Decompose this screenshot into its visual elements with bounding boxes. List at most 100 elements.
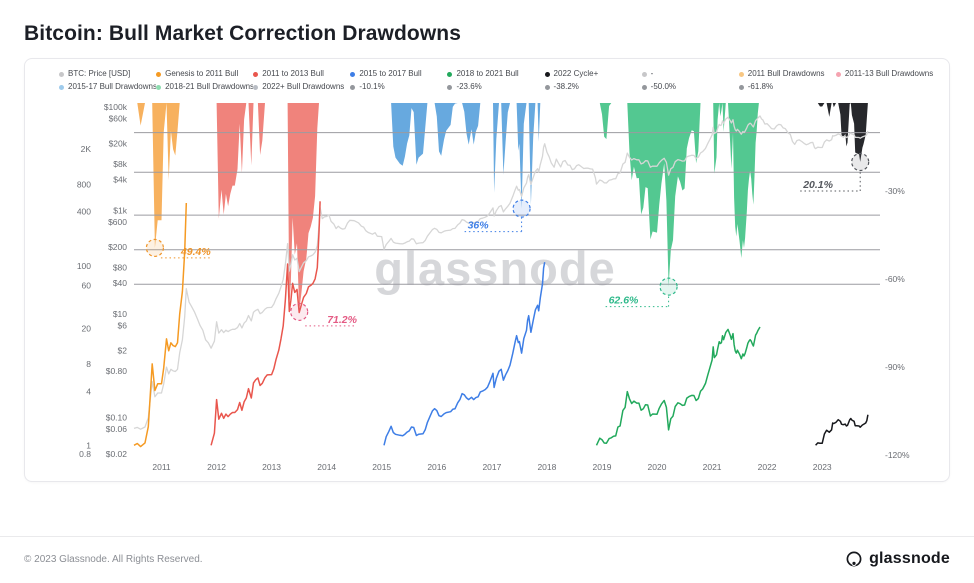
roi-axis-tick: 20 <box>82 324 92 334</box>
legend-item-btc-price-usd[interactable]: BTC: Price [USD] <box>59 69 156 79</box>
drawdown-axis-tick: -120% <box>885 450 910 460</box>
x-axis-tick: 2018 <box>537 462 556 472</box>
chart-canvas[interactable]: glassnode 49.4% 71.2% 36% 62.6% 20.1% 2K 800 400… <box>35 97 937 477</box>
legend-dot-2018-to-2021-bull <box>447 71 453 77</box>
cycle-line-2022-plus <box>815 414 869 446</box>
max-drawdown-marker-2022-plus <box>851 152 870 172</box>
drawdown-area-2018-2021 <box>596 103 760 287</box>
price-axis-tick: $80 <box>113 262 127 272</box>
max-drawdown-label-genesis-2011: 49.4% <box>180 246 211 258</box>
price-axis-tick: $1k <box>113 206 127 216</box>
legend-label-dash: - <box>650 69 654 78</box>
x-axis-tick: 2011 <box>152 462 171 472</box>
legend-label-2015-to-2017-bull: 2015 to 2017 Bull <box>359 69 422 78</box>
page-title: Bitcoin: Bull Market Correction Drawdown… <box>24 22 461 45</box>
x-axis-tick: 2020 <box>648 462 667 472</box>
legend-dot-dash <box>641 71 647 77</box>
legend-label-2011-to-2013-bull: 2011 to 2013 Bull <box>262 69 324 78</box>
legend-dot-23-6 <box>447 84 453 90</box>
x-axis-tick: 2014 <box>317 462 336 472</box>
roi-axis-tick: 8 <box>86 359 91 369</box>
price-axis-tick: $0.10 <box>106 413 128 423</box>
page: Bitcoin: Bull Market Correction Drawdown… <box>0 22 974 482</box>
legend-dot-2011-to-2013-bull <box>253 71 259 77</box>
max-drawdown-marker-2011-2013 <box>290 302 309 321</box>
legend-dot-2011-bull-drawdowns <box>738 71 744 77</box>
legend-dot-38-2 <box>544 84 550 90</box>
price-axis-tick: $2 <box>118 345 128 355</box>
legend-item-23-6[interactable]: -23.6% <box>447 82 544 92</box>
glassnode-logo-icon <box>846 551 862 567</box>
legend-label-2011-13-bull-drawdowns: 2011-13 Bull Drawdowns <box>844 69 933 78</box>
legend-item-2011-13-bull-drawdowns[interactable]: 2011-13 Bull Drawdowns <box>835 69 933 79</box>
legend-dot-2022-cycle <box>544 71 550 77</box>
legend-label-2022-cycle: 2022 Cycle+ <box>553 69 599 78</box>
legend-label-23-6: -23.6% <box>456 82 482 91</box>
x-axis-tick: 2017 <box>482 462 501 472</box>
legend-label-2018-21-bull-drawdowns: 2018-21 Bull Drawdowns <box>165 82 254 91</box>
drawdown-area-genesis-2011 <box>134 103 187 248</box>
legend-label-genesis-to-2011-bull: Genesis to 2011 Bull <box>165 69 239 78</box>
max-drawdown-marker-2015-2017 <box>512 199 531 218</box>
price-axis-tick: $4k <box>113 175 127 185</box>
legend-item-2011-bull-drawdowns[interactable]: 2011 Bull Drawdowns <box>738 69 836 79</box>
price-axis-tick: $20k <box>109 138 128 148</box>
legend-item-2022-bull-drawdowns[interactable]: 2022+ Bull Drawdowns <box>253 82 350 92</box>
legend-label-2018-to-2021-bull: 2018 to 2021 Bull <box>456 69 519 78</box>
legend-dot-2018-21-bull-drawdowns <box>156 84 162 90</box>
legend-item-2015-17-bull-drawdowns[interactable]: 2015-17 Bull Drawdowns <box>59 82 156 92</box>
btc-price-line <box>133 115 869 430</box>
legend-dot-genesis-to-2011-bull <box>156 71 162 77</box>
cycle-line-2018-2021 <box>595 326 761 446</box>
legend-item-dash[interactable]: - <box>641 69 739 79</box>
legend-item-2018-21-bull-drawdowns[interactable]: 2018-21 Bull Drawdowns <box>156 82 253 92</box>
x-axis-tick: 2023 <box>813 462 832 472</box>
legend-item-38-2[interactable]: -38.2% <box>544 82 642 92</box>
legend-item-genesis-to-2011-bull[interactable]: Genesis to 2011 Bull <box>156 69 253 79</box>
price-axis-tick: $60k <box>109 114 128 124</box>
drawdown-axis-tick: -30% <box>885 186 905 196</box>
chart-legend: BTC: Price [USD] Genesis to 2011 Bull 2011… <box>35 67 939 97</box>
legend-item-61-8[interactable]: -61.8% <box>738 82 836 92</box>
legend-label-2015-17-bull-drawdowns: 2015-17 Bull Drawdowns <box>68 82 157 91</box>
price-axis-tick: $0.02 <box>106 449 128 459</box>
copyright-text: © 2023 Glassnode. All Rights Reserved. <box>24 553 203 565</box>
roi-axis-tick: 0.8 <box>79 449 91 459</box>
max-drawdown-label-2011-2013: 71.2% <box>327 314 357 326</box>
glassnode-watermark: glassnode <box>374 242 615 295</box>
x-axis-tick: 2022 <box>758 462 777 472</box>
roi-axis-tick: 400 <box>77 207 91 217</box>
x-axis-tick: 2016 <box>427 462 446 472</box>
legend-item-2011-to-2013-bull[interactable]: 2011 to 2013 Bull <box>253 69 350 79</box>
drawdown-area-2015-2017 <box>384 103 545 209</box>
legend-item-2015-to-2017-bull[interactable]: 2015 to 2017 Bull <box>350 69 447 79</box>
glassnode-brand-text: glassnode <box>869 550 950 567</box>
price-axis-tick: $6 <box>118 321 128 331</box>
price-axis-tick: $10 <box>113 309 127 319</box>
roi-axis-tick: 60 <box>82 281 92 291</box>
legend-label-61-8: -61.8% <box>747 82 774 91</box>
drawdown-axis-tick: -60% <box>885 274 905 284</box>
legend-item-2018-to-2021-bull[interactable]: 2018 to 2021 Bull <box>447 69 544 79</box>
legend-item-10-1[interactable]: -10.1% <box>350 82 447 92</box>
x-axis-tick: 2021 <box>703 462 722 472</box>
legend-item-2022-cycle[interactable]: 2022 Cycle+ <box>544 69 642 79</box>
price-axis-tick: $0.06 <box>106 424 128 434</box>
legend-dot-61-8 <box>738 84 744 90</box>
cycle-line-genesis-2011 <box>133 202 188 448</box>
x-axis-tick: 2019 <box>593 462 612 472</box>
price-axis-tick: $40 <box>113 278 127 288</box>
legend-label-2022-bull-drawdowns: 2022+ Bull Drawdowns <box>262 82 345 91</box>
x-axis-tick: 2015 <box>372 462 391 472</box>
legend-dot-2015-to-2017-bull <box>350 71 356 77</box>
glassnode-brand[interactable]: glassnode <box>845 550 950 568</box>
roi-axis-tick: 2K <box>81 144 92 154</box>
cycle-line-2015-2017 <box>383 262 546 446</box>
legend-item-50-0[interactable]: -50.0% <box>641 82 739 92</box>
roi-axis-tick: 800 <box>77 180 91 190</box>
x-axis-tick: 2012 <box>207 462 226 472</box>
legend-dot-10-1 <box>350 84 356 90</box>
legend-dot-btc-price-usd <box>59 71 64 77</box>
price-axis-tick: $200 <box>108 242 127 252</box>
max-drawdown-label-2022-plus: 20.1% <box>802 179 833 191</box>
